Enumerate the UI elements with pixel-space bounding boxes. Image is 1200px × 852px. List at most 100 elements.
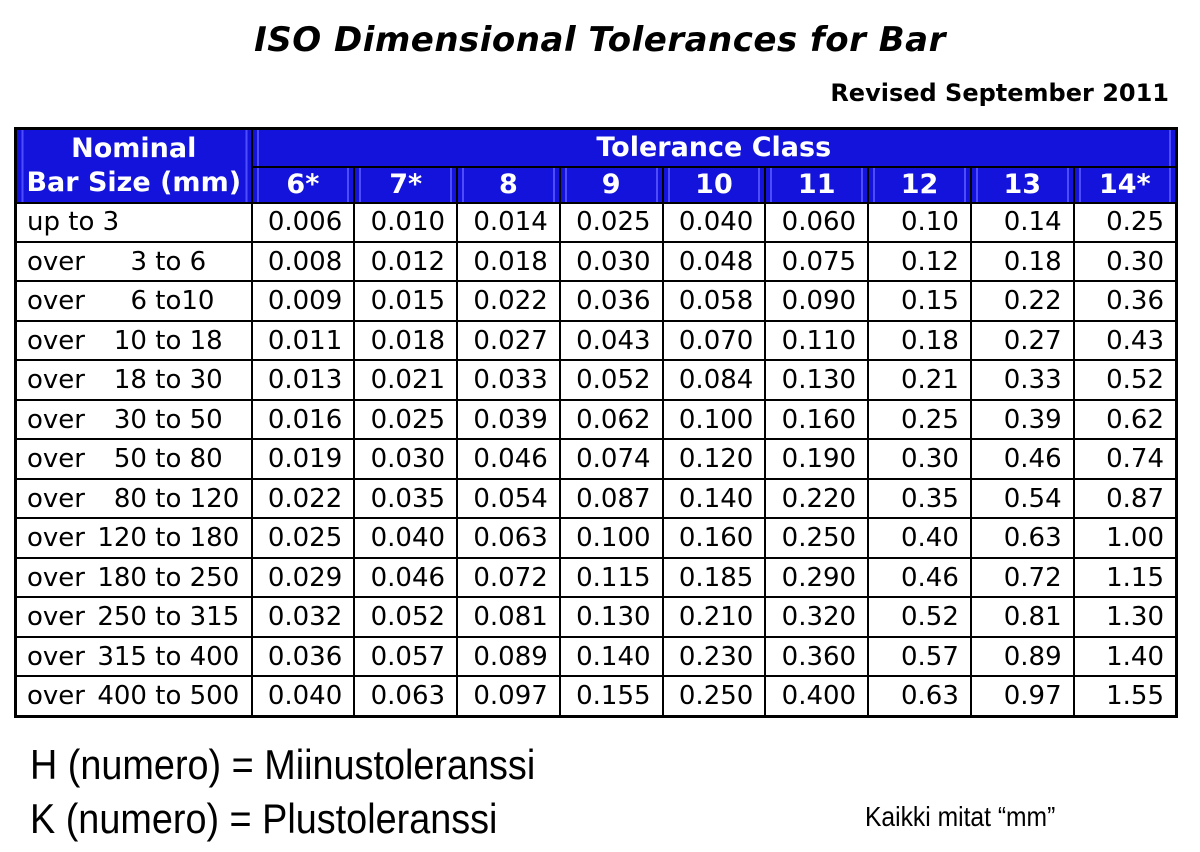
tolerance-value: 0.46 (969, 438, 1075, 480)
tolerance-value: 0.250 (764, 517, 870, 559)
tolerance-value: 0.030 (353, 438, 459, 480)
tolerance-value: 0.25 (1072, 201, 1178, 243)
table-row: up to 3 0.006 0.010 0.014 0.025 0.040 0.060 0.1… (14, 201, 1178, 243)
row-label-prefix: over (27, 286, 85, 317)
table-row: over 3 to 6 0.008 0.012 0.018 0.030 0.048 0.075… (14, 240, 1178, 283)
revision-note: Revised September 2011 (830, 79, 1169, 107)
corner-header-line1: Nominal (71, 132, 197, 164)
tolerance-value: 0.18 (867, 319, 972, 362)
tolerance-value: 0.006 (250, 201, 356, 243)
tolerance-value: 0.89 (969, 635, 1075, 678)
units-note: Kaikki mitat “mm” (865, 801, 1056, 832)
row-label-prefix: over (27, 365, 85, 396)
tolerance-value: 0.30 (1072, 240, 1178, 283)
tolerance-value: 0.084 (661, 359, 767, 401)
tolerance-value: 0.014 (456, 201, 561, 243)
tolerance-value: 0.360 (764, 635, 870, 678)
row-label-from: 315 (97, 641, 147, 672)
class-header-13: 13 (969, 165, 1075, 204)
tolerance-value: 0.30 (867, 438, 972, 480)
tolerance-value: 0.25 (867, 398, 972, 441)
row-label-to: 50 (189, 404, 223, 435)
tolerance-value: 0.021 (353, 359, 459, 401)
tolerance-value: 0.040 (661, 201, 767, 243)
group-header: Tolerance Class (250, 127, 1178, 168)
tolerance-value: 0.011 (250, 319, 356, 362)
tolerance-value: 1.40 (1072, 635, 1178, 678)
tolerance-value: 0.62 (1072, 398, 1178, 441)
table-header: Nominal Bar Size (mm) Tolerance Class 6*… (14, 127, 1178, 204)
tolerance-value: 0.140 (558, 635, 664, 678)
tolerance-value: 1.15 (1072, 556, 1178, 599)
tolerance-value: 0.039 (456, 398, 561, 441)
tolerance-value: 0.018 (353, 319, 459, 362)
row-label: over 80 to 120 (14, 477, 253, 520)
row-label-prefix: over (27, 681, 85, 712)
tolerance-value: 0.52 (867, 596, 972, 638)
tolerance-value: 0.10 (867, 201, 972, 243)
row-label-to: 180 (189, 523, 240, 554)
tolerance-value: 0.190 (764, 438, 870, 480)
corner-header: Nominal Bar Size (mm) (14, 127, 253, 204)
table-row: over 18 to 30 0.013 0.021 0.033 0.052 0.084 0.1… (14, 359, 1178, 401)
tolerance-value: 0.39 (969, 398, 1075, 441)
tolerance-value: 0.062 (558, 398, 664, 441)
tolerance-value: 0.070 (661, 319, 767, 362)
tolerance-value: 0.015 (353, 280, 459, 322)
tolerance-value: 0.72 (969, 556, 1075, 599)
tolerance-value: 0.87 (1072, 477, 1178, 520)
row-label-to: 80 (189, 444, 223, 475)
tolerance-value: 0.115 (558, 556, 664, 599)
row-label-sep: to (146, 286, 182, 317)
corner-header-line2: Bar Size (mm) (26, 166, 242, 198)
class-header-row: 6* 7* 8 9 10 11 12 13 14* (16, 165, 1178, 204)
tolerance-value: 0.81 (969, 596, 1075, 638)
tolerance-value: 0.130 (558, 596, 664, 638)
legend: H (numero) = Miinustoleranssi K (numero)… (30, 738, 535, 846)
tolerance-value: 0.036 (558, 280, 664, 322)
tolerance-value: 0.010 (353, 201, 459, 243)
row-label-prefix: over (27, 602, 85, 633)
row-label-from: 250 (97, 602, 147, 633)
tolerance-value: 0.160 (661, 517, 767, 559)
tolerance-value: 0.052 (558, 359, 664, 401)
row-label-to: 315 (189, 602, 240, 633)
tolerance-value: 0.320 (764, 596, 870, 638)
tolerance-value: 0.035 (353, 477, 459, 520)
row-label-prefix: over (27, 562, 85, 593)
row-label-sep: to (146, 365, 190, 396)
tolerance-value: 0.019 (250, 438, 356, 480)
tolerance-value: 0.063 (353, 675, 459, 718)
tolerance-value: 0.025 (250, 517, 356, 559)
tolerance-value: 0.52 (1072, 359, 1178, 401)
class-header-7: 7* (353, 165, 459, 204)
legend-line-k: K (numero) = Plustoleranssi (30, 795, 498, 842)
tolerance-value: 0.74 (1072, 438, 1178, 480)
tolerance-value: 0.400 (764, 675, 870, 718)
row-label-sep: to (146, 246, 190, 277)
table-row: over 180 to 250 0.029 0.046 0.072 0.115 0.185 0… (14, 556, 1178, 599)
tolerance-value: 1.00 (1072, 517, 1178, 559)
table-row: over 10 to 18 0.011 0.018 0.027 0.043 0.070 0.1… (14, 319, 1178, 362)
row-label: over 50 to 80 (14, 438, 253, 480)
tolerance-value: 0.210 (661, 596, 767, 638)
page-title: ISO Dimensional Tolerances for Bar (254, 20, 946, 60)
class-header-14: 14* (1072, 165, 1178, 204)
row-label-to: 400 (189, 641, 240, 672)
tolerance-value: 0.016 (250, 398, 356, 441)
tolerance-value: 0.43 (1072, 319, 1178, 362)
tolerance-value: 0.027 (456, 319, 561, 362)
row-label-from: 50 (113, 444, 147, 475)
tolerance-value: 0.155 (558, 675, 664, 718)
row-label-prefix: over (27, 404, 85, 435)
row-label-from: 120 (97, 523, 147, 554)
tolerance-value: 1.30 (1072, 596, 1178, 638)
row-label-sep: to (146, 681, 190, 712)
row-label-from: 80 (113, 483, 147, 514)
table-row: over 6 to10 0.009 0.015 0.022 0.036 0.058 0.090… (14, 280, 1178, 322)
row-label: over 3 to 6 (14, 240, 253, 283)
tolerance-value: 0.110 (764, 319, 870, 362)
tolerance-value: 0.15 (867, 280, 972, 322)
row-label-to: 120 (189, 483, 240, 514)
row-label-to: 30 (189, 365, 223, 396)
